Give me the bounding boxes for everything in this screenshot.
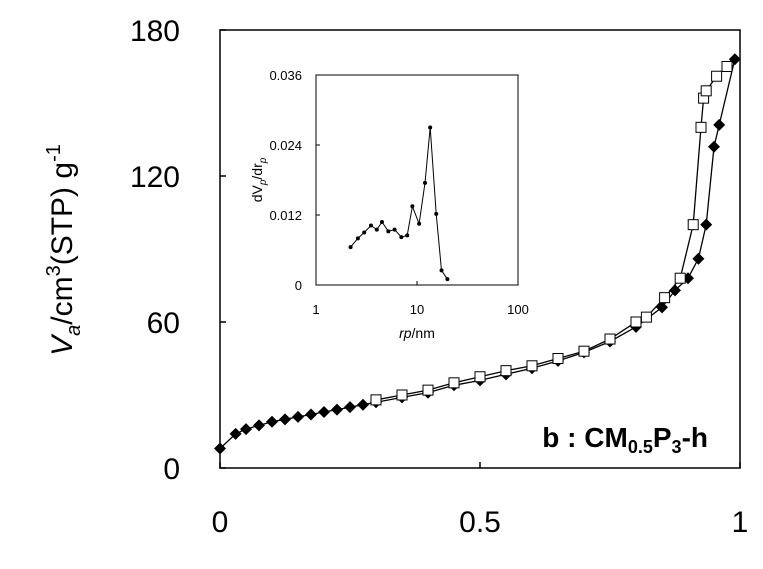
adsorption-point [229, 427, 242, 440]
main-y-tick-label: 0 [163, 453, 180, 486]
desorption-point [578, 345, 590, 357]
adsorption-point [214, 442, 226, 455]
inset-point [368, 223, 373, 228]
adsorption-point [331, 403, 343, 416]
inset-point [348, 245, 353, 250]
adsorption-point [700, 218, 713, 231]
inset-point [428, 125, 433, 130]
inset-point [399, 235, 404, 240]
main-y-axis-label: Va/cm3(STP) g-1 [43, 144, 85, 356]
inset-x-axis-label: rp/nm [399, 325, 435, 341]
inset-y-tick-label: 0.024 [269, 138, 302, 153]
adsorption-point [669, 284, 681, 297]
desorption-point [630, 316, 642, 328]
desorption-point [687, 219, 699, 231]
inset-x-tick-label: 100 [507, 302, 529, 317]
desorption-point [474, 371, 486, 383]
main-x-tick-label: 0.5 [459, 506, 501, 539]
adsorption-point [656, 301, 668, 314]
desorption-point [448, 377, 460, 389]
desorption-point [700, 85, 712, 97]
adsorption-point [240, 423, 252, 436]
desorption-point [711, 70, 723, 82]
desorption-point [674, 272, 686, 284]
adsorption-point [713, 118, 726, 131]
desorption-point [370, 394, 382, 406]
panel-label: b : CM0.5P3-h [542, 422, 708, 457]
inset-x-tick-label: 10 [410, 302, 424, 317]
adsorption-point [279, 413, 291, 426]
desorption-point [552, 353, 564, 364]
inset-point [434, 211, 439, 216]
inset-point [355, 236, 360, 241]
inset-point [386, 229, 391, 234]
main-x-tick-label: 0 [212, 506, 229, 539]
inset-y-axis-label: dVp/drp [249, 157, 269, 202]
desorption-point [640, 311, 652, 323]
desorption-point [721, 61, 733, 72]
main-x-tick-label: 1 [732, 506, 749, 539]
desorption-point [695, 121, 707, 133]
desorption-point [526, 360, 538, 372]
adsorption-point [357, 398, 369, 411]
inset-point [362, 230, 367, 235]
inset-point [422, 180, 427, 185]
inset-point [392, 227, 397, 232]
main-y-tick-label: 180 [130, 15, 180, 48]
inset-x-tick-label: 1 [312, 302, 319, 317]
adsorption-point [292, 410, 304, 423]
main-y-tick-label: 120 [130, 161, 180, 194]
desorption-point [604, 333, 616, 345]
adsorption-point [266, 415, 278, 428]
adsorption-point [318, 406, 330, 419]
desorption-point [500, 365, 512, 377]
inset-point [379, 220, 384, 224]
inset-y-tick-label: 0 [295, 278, 302, 293]
adsorption-point [708, 140, 720, 153]
desorption-point [422, 384, 434, 396]
inset-y-tick-label: 0.012 [269, 208, 302, 223]
inset-point [374, 227, 379, 232]
inset-point [445, 277, 450, 282]
adsorption-point [253, 419, 265, 432]
adsorption-point [305, 408, 317, 421]
inset-point [439, 268, 444, 273]
desorption-point [659, 292, 671, 304]
inset-point [405, 233, 410, 238]
inset-y-tick-label: 0.036 [269, 68, 302, 83]
inset-point [417, 221, 422, 226]
adsorption-point [692, 252, 705, 265]
inset-point [410, 204, 415, 209]
desorption-point [396, 389, 408, 401]
adsorption-point [344, 401, 356, 414]
main-y-tick-label: 60 [147, 307, 180, 340]
inset-plot-area [315, 74, 519, 286]
